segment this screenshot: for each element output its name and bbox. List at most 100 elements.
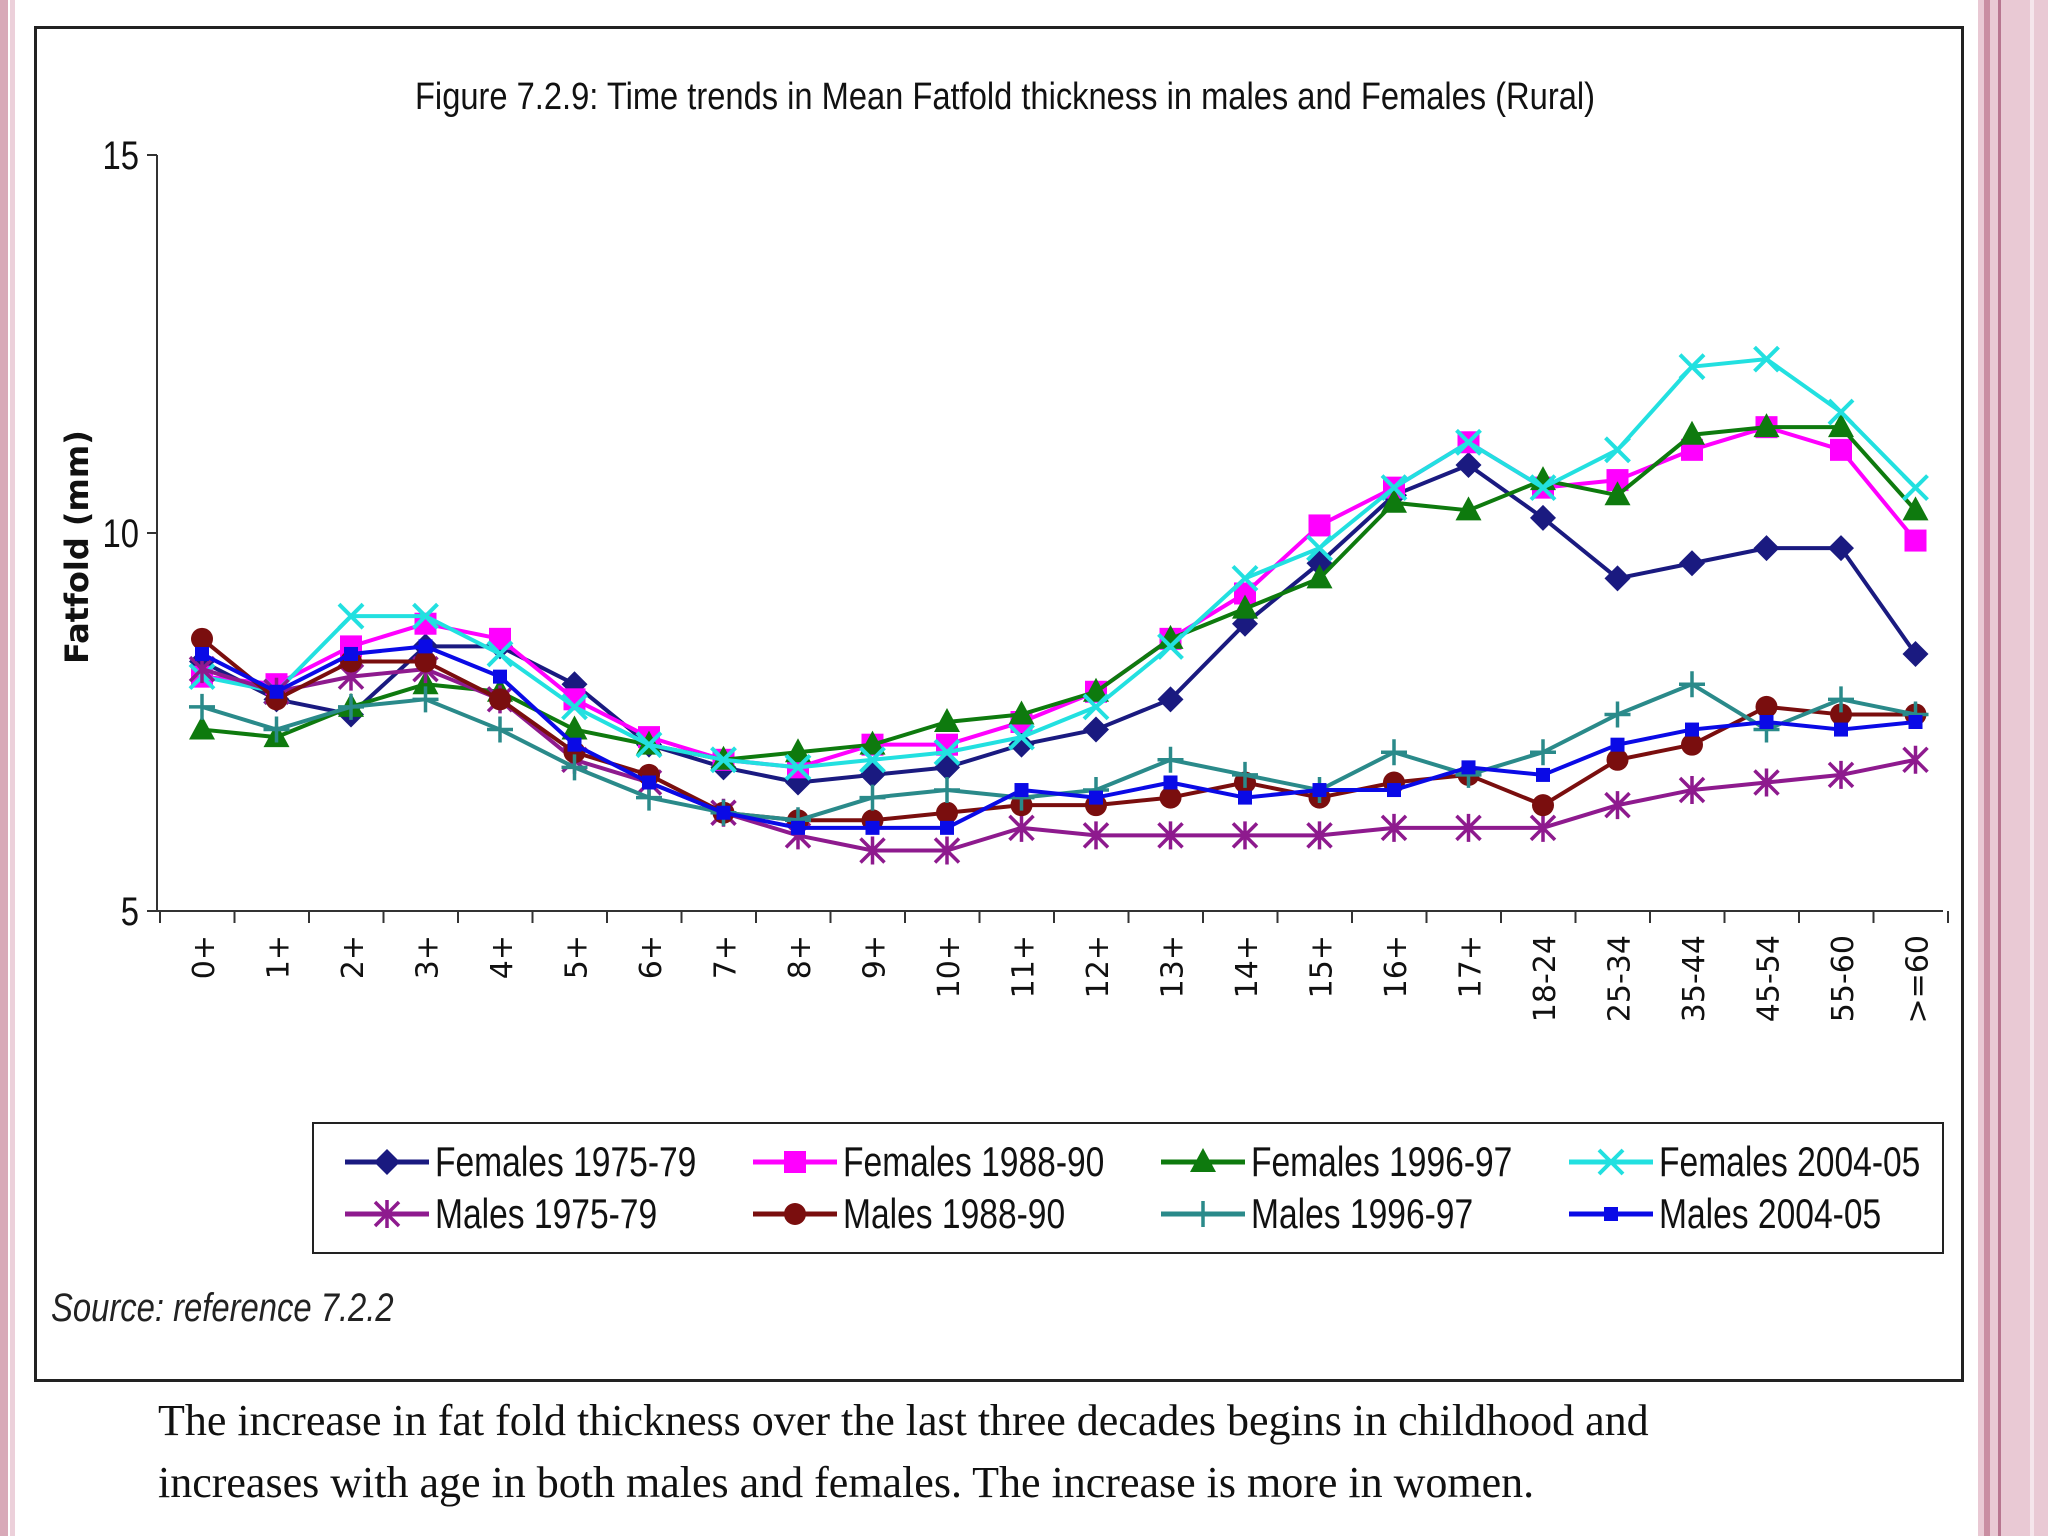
series-females-1975-79 [189, 451, 1929, 796]
x-tick-label: 18-24 [1528, 935, 1563, 1022]
data-point [1830, 703, 1852, 726]
data-point [1606, 469, 1629, 492]
x-tick-label: 3+ [411, 935, 446, 979]
x-tick-label: 4+ [485, 935, 520, 979]
data-point [487, 716, 513, 743]
x-tick-label: 2+ [336, 935, 371, 979]
data-point [1834, 722, 1848, 737]
data-point [1679, 420, 1705, 445]
legend-box [312, 1122, 1944, 1254]
data-point [1083, 677, 1109, 702]
x-tick-label: 0+ [187, 935, 222, 979]
data-point [1902, 474, 1929, 502]
data-point [1604, 701, 1631, 728]
data-point [189, 693, 215, 720]
x-tick-label: 13+ [1156, 935, 1191, 998]
y-tick-label: 15 [103, 133, 139, 178]
slide-border-right-stripe-2 [1998, 0, 2001, 1536]
legend-swatch-marker [1190, 1148, 1216, 1172]
data-point [859, 761, 886, 788]
data-point [784, 753, 812, 781]
data-point [642, 775, 656, 790]
y-tick-label: 10 [103, 511, 139, 556]
data-point [1678, 353, 1706, 381]
legend-swatch-marker [1604, 1207, 1618, 1221]
slide-border-left-inner [10, 0, 15, 1536]
data-point [940, 820, 954, 835]
x-tick-label: 25-34 [1603, 935, 1638, 1022]
data-point [1828, 686, 1854, 713]
slide-border-right-stripe-1 [1984, 0, 1990, 1536]
data-point [1828, 535, 1854, 562]
data-point [561, 693, 588, 721]
data-point [1908, 715, 1923, 729]
data-point [791, 820, 805, 835]
series-lines [188, 345, 1929, 865]
data-point [710, 746, 737, 774]
series-males-2004-05 [195, 639, 1923, 835]
data-point [1008, 813, 1035, 842]
data-point [859, 730, 886, 755]
x-tick-label: 8+ [783, 935, 818, 979]
data-point [1678, 776, 1706, 805]
legend-label: Females 1975-79 [435, 1140, 696, 1186]
data-point [1306, 534, 1333, 562]
legend-label: Males 1988-90 [843, 1192, 1065, 1238]
series-females-2004-05 [188, 345, 1929, 781]
data-point [1163, 775, 1178, 790]
data-point [1753, 535, 1780, 562]
data-point [1083, 716, 1109, 743]
data-point [1232, 761, 1258, 788]
data-point [1306, 821, 1333, 850]
x-tick-label: 5+ [560, 935, 595, 979]
slide-border-left [0, 0, 8, 1536]
data-point [1381, 488, 1407, 513]
data-point [1231, 564, 1259, 592]
data-point [1681, 733, 1703, 756]
series-line [200, 637, 1916, 823]
data-point [1455, 451, 1482, 478]
data-point [934, 777, 960, 804]
series-line [201, 425, 1917, 762]
caption-line-1: The increase in fat fold thickness over … [158, 1396, 1649, 1445]
x-tick-label: 1+ [262, 935, 297, 979]
data-point [561, 715, 588, 740]
data-point [1381, 739, 1407, 766]
x-tick-label: 9+ [858, 935, 893, 979]
data-point [865, 820, 880, 835]
data-point [1604, 565, 1631, 592]
data-point [195, 646, 209, 661]
data-point [561, 754, 588, 781]
data-point [1536, 767, 1550, 782]
data-point [418, 639, 433, 654]
data-point [1082, 821, 1110, 850]
data-point [934, 708, 960, 732]
data-point [1529, 813, 1557, 842]
data-point [1679, 671, 1705, 698]
data-point [635, 731, 663, 759]
x-tick-label: 17+ [1454, 935, 1489, 998]
data-point [1904, 529, 1927, 552]
data-point [414, 650, 437, 673]
data-point [1606, 748, 1629, 771]
x-tick-label: >=60 [1901, 935, 1936, 1023]
series-line [201, 357, 1917, 770]
legend-swatch-marker [784, 1151, 806, 1173]
data-point [1380, 474, 1408, 502]
data-point [412, 602, 439, 630]
caption-line-2: increases with age in both males and fem… [158, 1458, 1535, 1507]
series-line [201, 644, 1916, 830]
axes: 5 10 15 0+ 1+ 2+ 3+ 4+ 5+ 6+ 7+ 8+ 9+ 10+ 11+ 12+ 13+ 14+… [103, 133, 1949, 1023]
x-tick-label: 45-54 [1752, 935, 1787, 1022]
figure-frame: Figure 7.2.9: Time trends in Mean Fatfol… [34, 26, 1964, 1382]
series-males-1996-97 [189, 671, 1929, 834]
data-point [1231, 821, 1259, 850]
data-point [1830, 438, 1852, 461]
data-point [1679, 550, 1705, 577]
data-point [1232, 594, 1258, 619]
data-point [1902, 496, 1929, 521]
data-point [1082, 693, 1110, 721]
legend-swatch-marker [784, 1203, 806, 1225]
data-point [936, 801, 958, 824]
data-point [1753, 345, 1780, 373]
